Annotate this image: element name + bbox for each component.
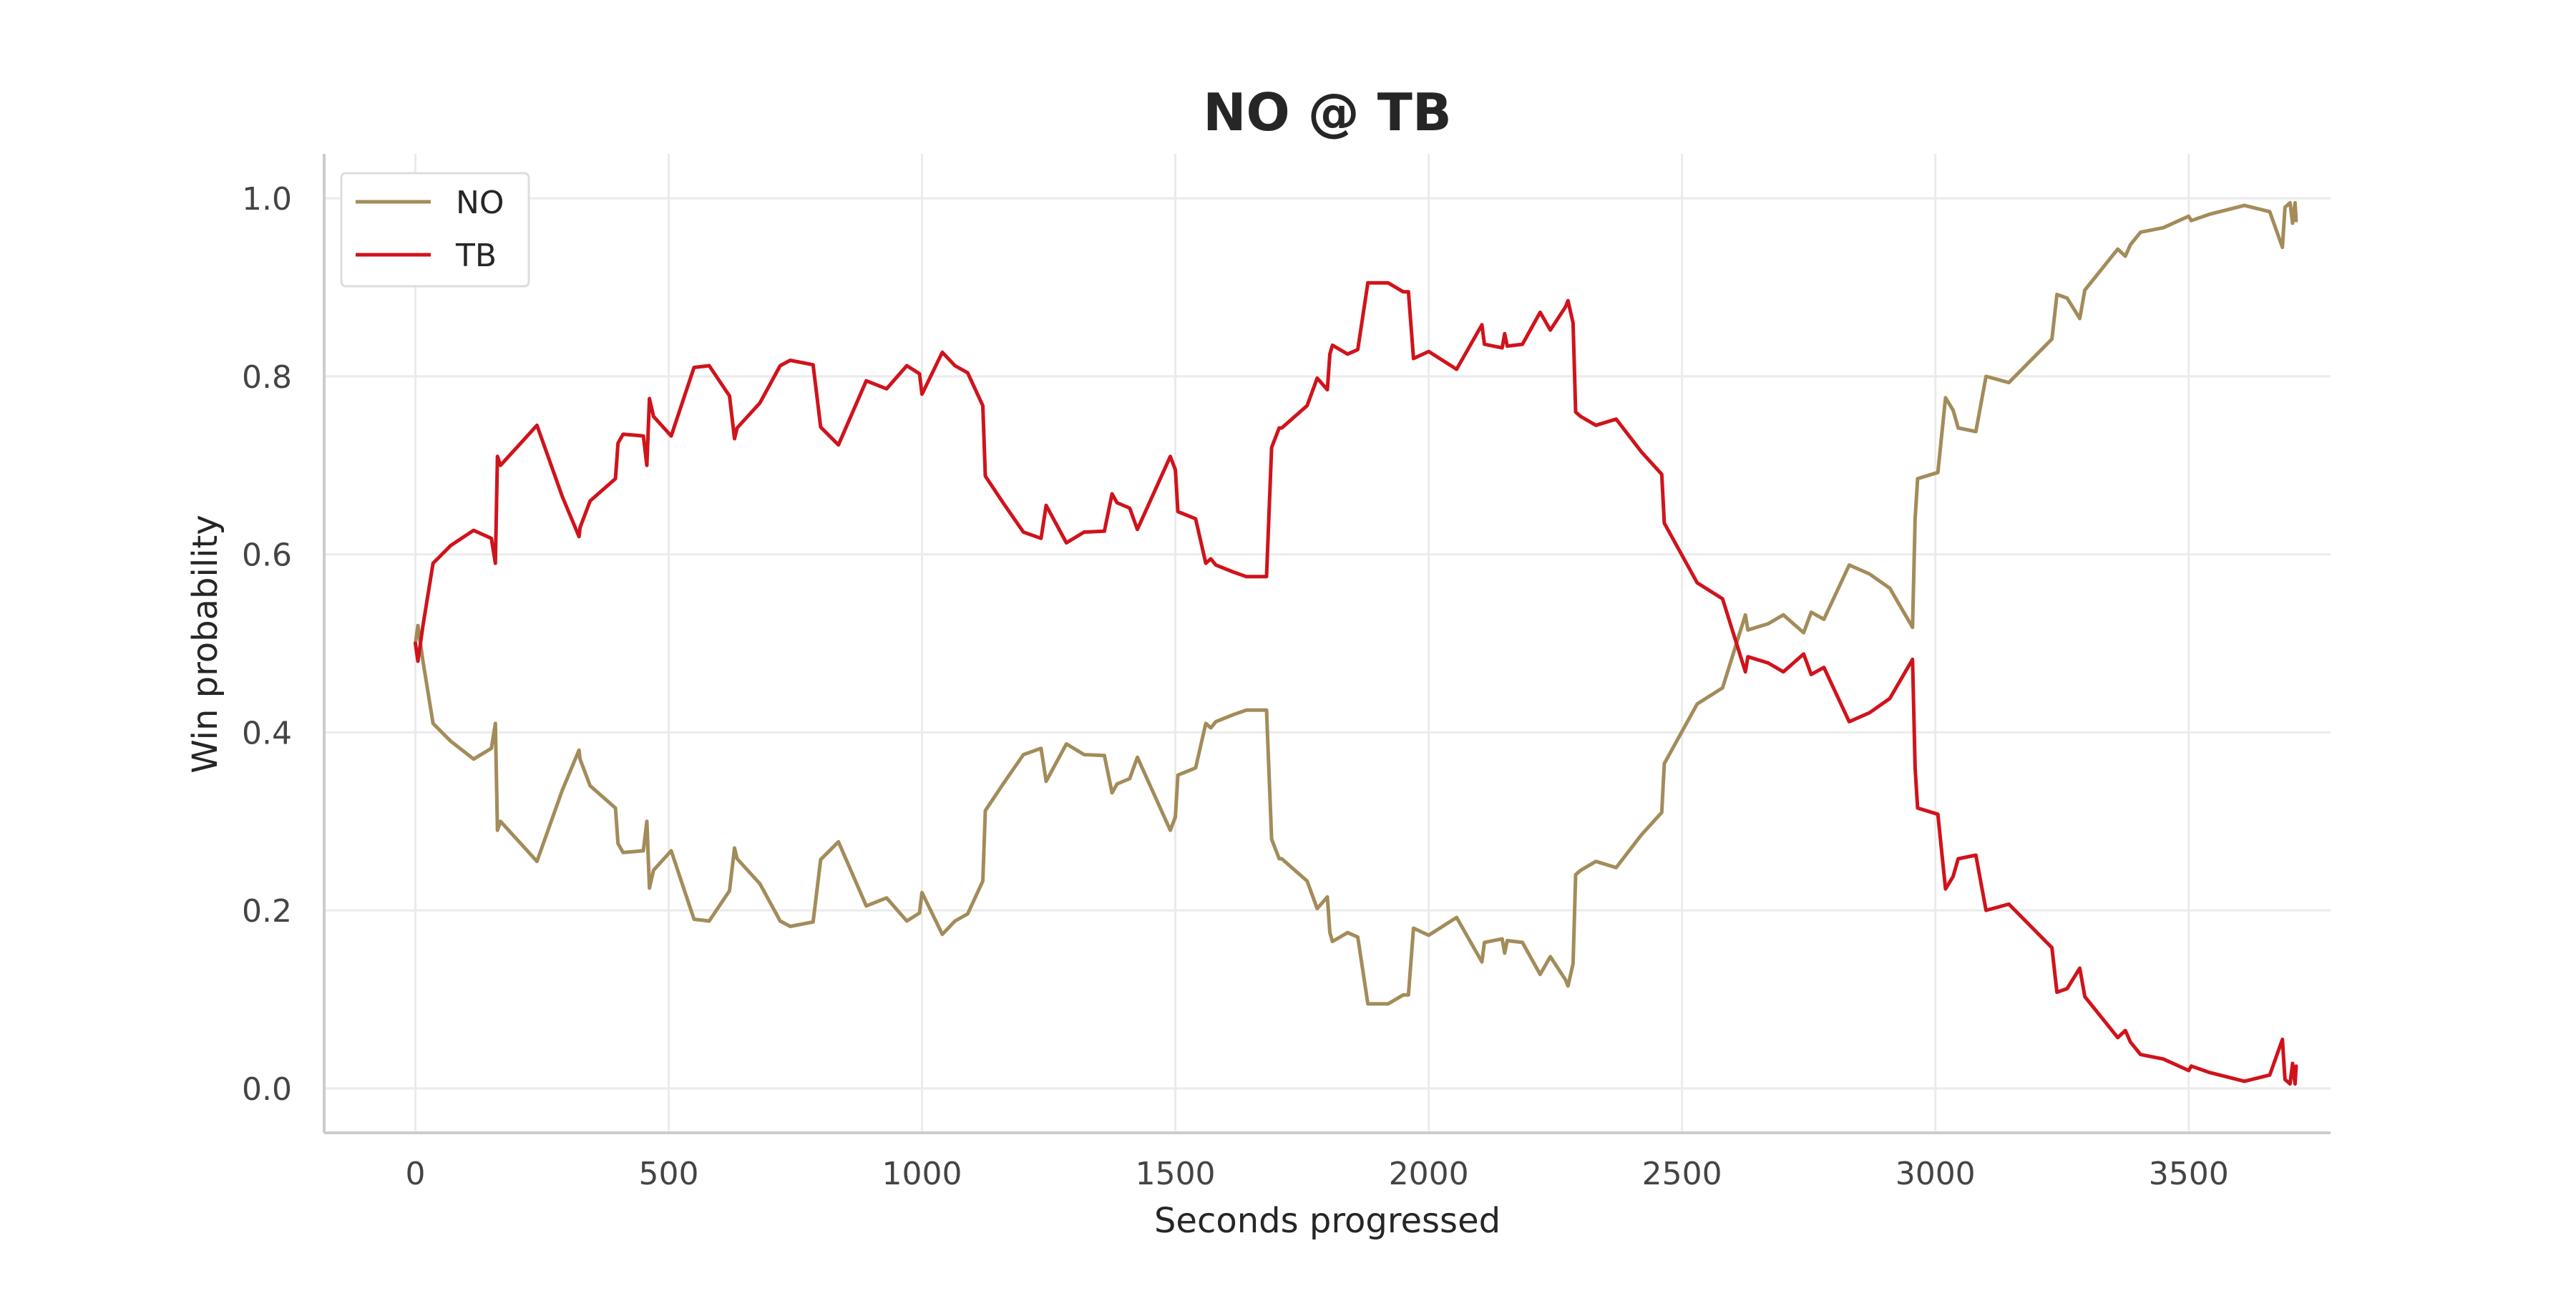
y-tick-label: 1.0 (242, 181, 292, 218)
tick-labels: 0 500 1000 1500 2000 2500 3000 3500 0.0 0.2 0.4 0.6… (242, 181, 2229, 1192)
x-tick-label: 0 (405, 1156, 425, 1192)
y-tick-label: 0.0 (242, 1071, 292, 1108)
legend: NO TB (340, 172, 530, 288)
legend-label-tb: TB (455, 238, 497, 274)
legend-label-no: NO (456, 185, 504, 221)
x-tick-label: 2000 (1389, 1156, 1469, 1192)
gridlines (324, 154, 2331, 1133)
y-tick-label: 0.4 (242, 715, 292, 751)
x-tick-label: 1000 (882, 1156, 962, 1192)
x-tick-label: 1500 (1136, 1156, 1216, 1192)
x-axis-label: Seconds progressed (1154, 1201, 1501, 1241)
y-tick-label: 0.2 (242, 893, 292, 930)
x-tick-label: 3500 (2149, 1156, 2229, 1192)
x-tick-label: 500 (639, 1156, 699, 1192)
axes (323, 154, 2331, 1134)
y-axis-label: Win probability (185, 515, 225, 774)
series-lines (414, 200, 2298, 1086)
x-tick-label: 2500 (1642, 1156, 1722, 1192)
y-tick-label: 0.6 (242, 537, 292, 574)
series-line-tb (414, 281, 2298, 1086)
y-tick-label: 0.8 (242, 359, 292, 396)
chart-title: NO @ TB (1203, 82, 1452, 142)
series-line-no (414, 200, 2298, 1006)
x-tick-label: 3000 (1896, 1156, 1976, 1192)
